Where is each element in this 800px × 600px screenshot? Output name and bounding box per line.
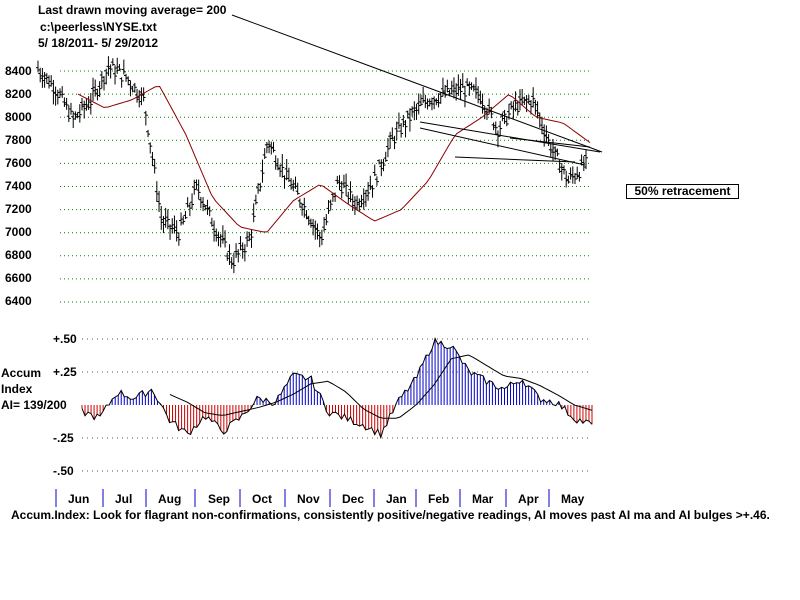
trendlines xyxy=(231,14,603,166)
price-tick-label: 6600 xyxy=(5,271,32,285)
ai-tick-label: -.50 xyxy=(53,464,74,478)
month-label: Aug xyxy=(158,492,182,506)
price-tick-label: 7000 xyxy=(5,225,32,239)
ai-tick-label: +.25 xyxy=(53,365,77,379)
price-tick-label: 8000 xyxy=(5,110,32,124)
month-label: Jan xyxy=(386,492,407,506)
ai-gridlines xyxy=(82,338,592,472)
ai-ma-line xyxy=(169,354,593,419)
month-label: Sep xyxy=(208,492,231,506)
month-label: Jun xyxy=(68,492,90,506)
file-path: c:\peerless\NYSE.txt xyxy=(40,20,157,34)
moving-average-line xyxy=(77,85,591,233)
month-label: Feb xyxy=(428,492,450,506)
price-bars xyxy=(36,56,588,274)
ai-tick-label: -.25 xyxy=(53,431,74,445)
ma-pointer-line xyxy=(231,14,603,153)
price-tick-label: 8400 xyxy=(5,64,32,78)
retracement-annotation: 50% retracement xyxy=(626,184,739,199)
month-ticks xyxy=(55,489,550,507)
price-gridlines xyxy=(60,70,592,303)
price-tick-label: 6400 xyxy=(5,294,32,308)
ai-histogram xyxy=(81,337,593,440)
month-label: Dec xyxy=(342,492,365,506)
date-range: 5/ 18/2011- 5/ 29/2012 xyxy=(38,36,159,50)
footer-note: Accum.Index: Look for flagrant non-confi… xyxy=(11,508,770,522)
month-label: Nov xyxy=(297,492,320,506)
month-label: May xyxy=(561,492,585,506)
month-label: Oct xyxy=(252,492,273,506)
ai-value: AI= 139/200 xyxy=(1,398,67,412)
price-tick-label: 6800 xyxy=(5,248,32,262)
ai-tick-label: +.50 xyxy=(53,332,77,346)
trendline xyxy=(419,121,601,153)
month-label: Jul xyxy=(115,492,133,506)
price-tick-label: 7200 xyxy=(5,202,32,216)
trendline xyxy=(509,137,591,148)
price-tick-label: 7600 xyxy=(5,156,32,170)
price-tick-label: 7800 xyxy=(5,133,32,147)
month-label: Mar xyxy=(472,492,494,506)
trendline xyxy=(419,127,586,166)
price-tick-label: 7400 xyxy=(5,179,32,193)
month-label: Apr xyxy=(518,492,539,506)
ma-label: Last drawn moving average= 200 xyxy=(38,3,227,17)
ai-title-line1: Accum xyxy=(1,366,42,380)
trendline xyxy=(454,156,576,163)
price-tick-label: 8200 xyxy=(5,87,32,101)
ai-title-line2: Index xyxy=(1,382,33,396)
